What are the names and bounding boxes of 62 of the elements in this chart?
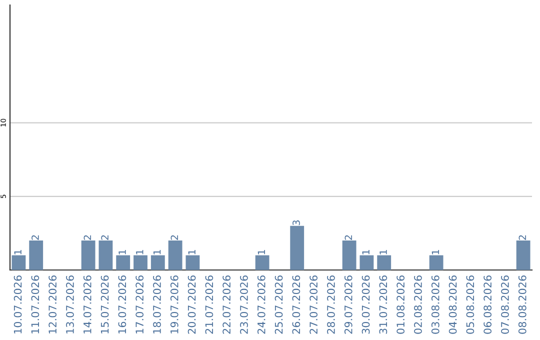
- x-tick-label: 03.08.2026: [431, 276, 440, 334]
- bar: [81, 240, 96, 270]
- data-label: 2: [84, 235, 91, 240]
- bar: [342, 240, 356, 270]
- bar: [255, 255, 270, 270]
- x-tick-label: 25.07.2026: [274, 276, 283, 334]
- data-label: 2: [32, 235, 39, 240]
- x-tick-label: 04.08.2026: [448, 276, 457, 334]
- x-tick-label: 29.07.2026: [344, 276, 352, 334]
- x-tick-label: 30.07.2026: [362, 276, 370, 334]
- x-tick-label: 14.07.2026: [83, 276, 92, 334]
- x-tick-label: 31.07.2026: [379, 276, 388, 334]
- x-tick-label: 13.07.2026: [66, 276, 74, 334]
- x-tick-label: 11.07.2026: [31, 276, 40, 334]
- x-tick-label: 28.07.2026: [327, 276, 335, 334]
- bar: [290, 226, 304, 270]
- bar: [134, 255, 148, 270]
- x-tick-label: 22.07.2026: [222, 276, 231, 334]
- bar: [516, 240, 530, 270]
- bar: [360, 255, 374, 270]
- data-label: 2: [101, 235, 108, 240]
- x-tick-label: 16.07.2026: [118, 276, 126, 334]
- data-label: 1: [432, 250, 439, 254]
- x-tick-label: 02.08.2026: [414, 276, 422, 334]
- x-tick-label: 18.07.2026: [153, 276, 161, 334]
- x-tick-label: 08.08.2026: [518, 276, 526, 334]
- data-label: 2: [518, 235, 526, 240]
- x-tick-label: 23.07.2026: [240, 276, 248, 334]
- bar: [116, 255, 130, 270]
- bar: [429, 255, 444, 270]
- x-tick-label: 12.07.2026: [48, 276, 57, 334]
- data-label: 3: [292, 220, 300, 226]
- bar: [168, 240, 182, 270]
- x-tick-label: 10.07.2026: [14, 276, 22, 334]
- x-tick-label: 20.07.2026: [188, 276, 196, 334]
- bar: [29, 240, 44, 270]
- bar: [150, 255, 165, 270]
- data-label: 1: [136, 250, 144, 254]
- data-label: 1: [258, 250, 265, 254]
- x-tick-label: 19.07.2026: [170, 276, 178, 334]
- x-tick-label: 07.08.2026: [501, 276, 509, 334]
- x-tick-label: 24.07.2026: [257, 276, 266, 334]
- x-tick-label: 06.08.2026: [484, 276, 492, 334]
- data-label: 1: [153, 250, 161, 254]
- x-tick-label: 21.07.2026: [205, 276, 214, 334]
- data-label: 1: [380, 250, 387, 254]
- data-label: 1: [14, 250, 22, 254]
- data-label: 2: [170, 235, 178, 240]
- bar: [186, 255, 200, 270]
- data-label: 1: [118, 250, 126, 254]
- x-tick-label: 01.08.2026: [396, 276, 405, 334]
- data-label: 1: [362, 250, 370, 254]
- x-tick-label: 15.07.2026: [100, 276, 109, 334]
- bar: [12, 255, 26, 270]
- data-label: 1: [188, 250, 196, 254]
- x-tick-label: 26.07.2026: [292, 276, 300, 334]
- data-label: 2: [344, 235, 352, 240]
- bar: [98, 240, 113, 270]
- x-tick-label: 27.07.2026: [310, 276, 318, 334]
- x-tick-label: 05.08.2026: [466, 276, 474, 334]
- bar: [377, 255, 392, 270]
- x-tick-label: 17.07.2026: [136, 276, 144, 334]
